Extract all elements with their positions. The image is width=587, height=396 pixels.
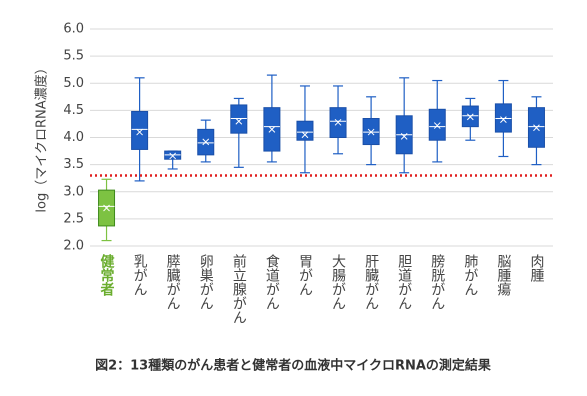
y-tick-label: 4.0 <box>63 130 84 145</box>
box <box>296 120 314 141</box>
y-tick-label: 5.5 <box>63 49 84 64</box>
x-tick-label: 胃がん <box>297 254 313 296</box>
x-tick-label: 前立腺がん <box>231 253 247 324</box>
mean-marker <box>500 116 507 123</box>
x-tick-label: 卵巣がん <box>198 254 214 310</box>
mean-marker <box>235 117 243 125</box>
x-tick-label: 胆道がん <box>396 254 412 310</box>
mean-marker <box>400 133 408 140</box>
mean-marker <box>533 124 540 132</box>
mean-marker <box>136 128 143 136</box>
x-tick-label: 肝臓がん <box>363 254 379 310</box>
x-tick-label: 膵臓がん <box>165 254 181 310</box>
x-tick-label: 乳がん <box>132 254 148 296</box>
y-tick-label: 2.0 <box>63 239 84 254</box>
y-tick-label: 5.0 <box>63 76 84 91</box>
x-tick-label: 膀胱がん <box>429 253 445 310</box>
y-tick-label: 6.0 <box>63 22 84 37</box>
caption: 図2：13種類のがん患者と健常者の血液中マイクロRNAの測定結果 <box>95 358 491 374</box>
y-tick-label: 3.0 <box>63 184 84 199</box>
y-tick-label: 3.5 <box>63 157 84 172</box>
mean-marker <box>367 128 375 136</box>
mean-marker <box>202 138 210 146</box>
mean-marker <box>103 204 110 212</box>
box <box>428 108 446 141</box>
mean-marker <box>169 152 177 160</box>
x-tick-label: 食道がん <box>264 253 280 310</box>
y-tick-label: 4.5 <box>63 103 84 118</box>
mean-marker <box>433 122 441 129</box>
mean-marker <box>466 113 474 121</box>
box <box>230 104 248 134</box>
x-tick-label: 肺がん <box>462 254 478 296</box>
y-tick-label: 2.5 <box>63 211 84 226</box>
mean-marker <box>334 118 342 126</box>
x-tick-label: 健常者 <box>99 253 115 296</box>
box <box>494 103 512 133</box>
mean-marker <box>268 126 276 133</box>
x-tick-label: 脳腫瘍 <box>495 254 511 296</box>
x-tick-label: 大腸がん <box>330 254 346 310</box>
mean-marker <box>301 131 309 139</box>
y-axis-label: log（マイクロRNA濃度） <box>34 61 50 212</box>
x-tick-label: 肉腫 <box>528 254 544 283</box>
box <box>131 110 149 150</box>
